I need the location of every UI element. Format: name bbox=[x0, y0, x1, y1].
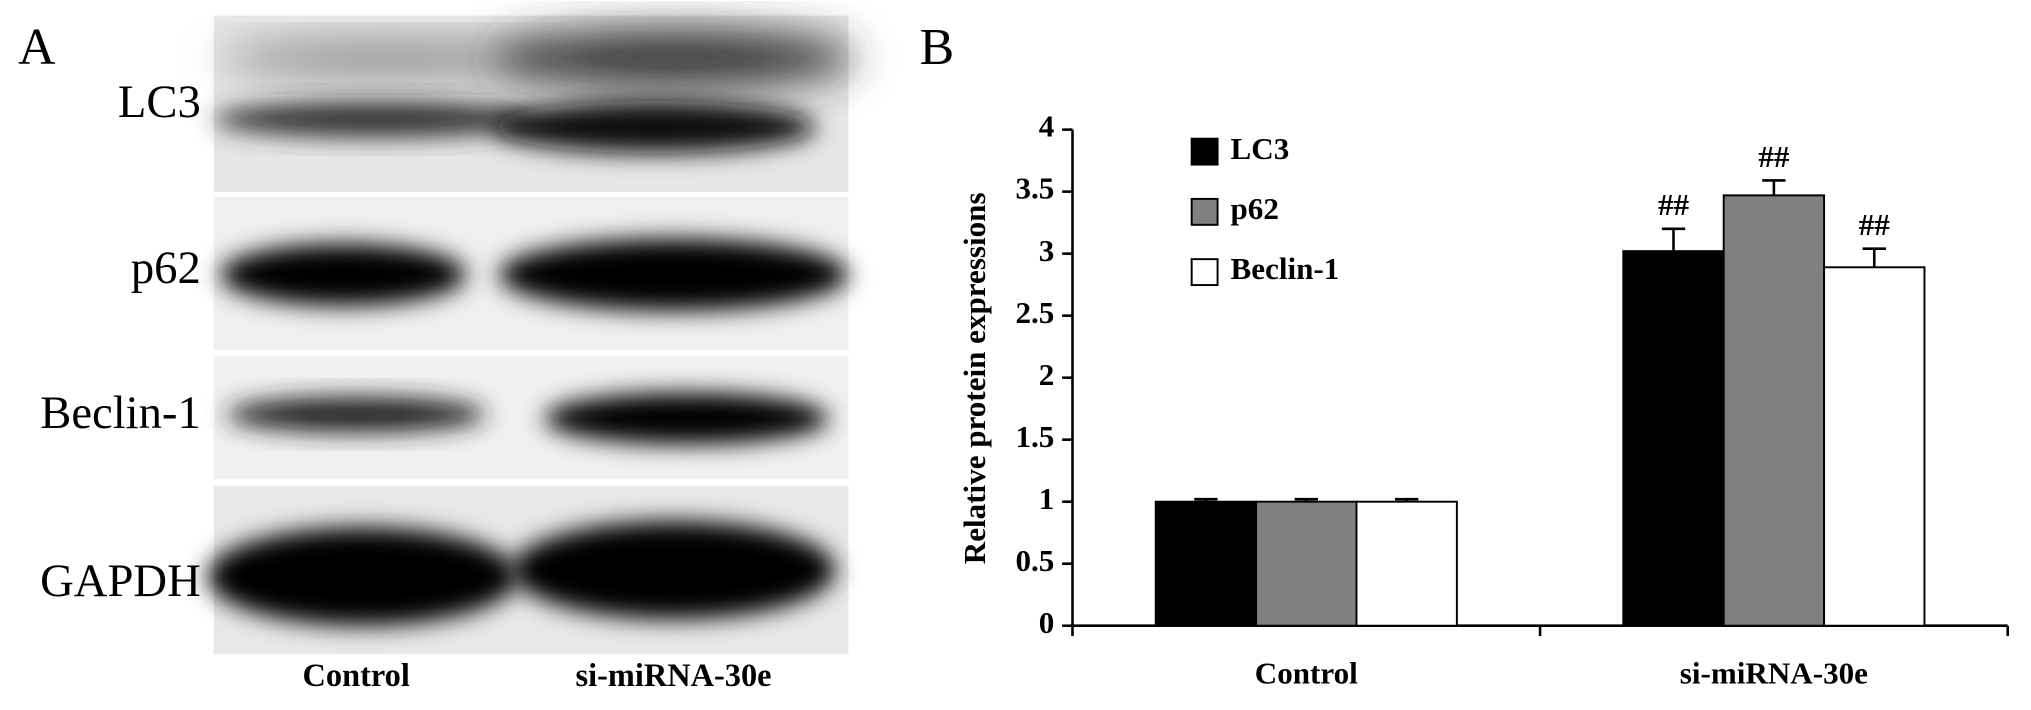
significance-label: ## bbox=[1758, 139, 1790, 174]
y-tick-label: 4 bbox=[1039, 109, 1055, 144]
y-tick-label: 0.5 bbox=[1015, 543, 1054, 578]
legend-swatch bbox=[1190, 258, 1219, 287]
error-bar bbox=[1661, 227, 1686, 252]
error-bar bbox=[1762, 179, 1786, 196]
blot-lane-label: si-miRNA-30e bbox=[576, 658, 772, 694]
x-tick-label: Control bbox=[1255, 655, 1358, 690]
y-axis-title: Relative protein expressions bbox=[957, 192, 992, 564]
y-tick-label: 0 bbox=[1039, 605, 1055, 640]
error-bar bbox=[1294, 497, 1318, 502]
bar bbox=[1823, 266, 1926, 627]
blot-row-label: LC3 bbox=[118, 76, 201, 128]
bar bbox=[1255, 500, 1358, 627]
legend-swatch bbox=[1190, 197, 1219, 226]
blot bbox=[207, 15, 855, 655]
panel-label: B bbox=[920, 19, 955, 76]
y-tick-label: 3 bbox=[1039, 233, 1055, 268]
blot-row-label: GAPDH bbox=[40, 555, 201, 607]
y-tick-label: 1.5 bbox=[1015, 419, 1054, 454]
legend-label: Beclin-1 bbox=[1231, 251, 1340, 286]
legend-swatch bbox=[1190, 137, 1219, 166]
bar bbox=[1154, 500, 1258, 627]
legend-label: LC3 bbox=[1231, 131, 1290, 166]
x-tick-label: si-miRNA-30e bbox=[1680, 655, 1868, 690]
significance-label: ## bbox=[1658, 187, 1690, 222]
error-bar bbox=[1194, 497, 1218, 502]
significance-label: ## bbox=[1859, 207, 1891, 242]
panel-label: A bbox=[18, 19, 56, 76]
error-bar bbox=[1862, 247, 1886, 268]
y-tick-label: 3.5 bbox=[1015, 171, 1054, 206]
bar bbox=[1622, 250, 1725, 627]
y-tick-label: 1 bbox=[1039, 481, 1055, 516]
y-tick-label: 2 bbox=[1039, 357, 1055, 392]
bar bbox=[1355, 500, 1458, 627]
legend-label: p62 bbox=[1231, 191, 1279, 226]
blot-row-label: p62 bbox=[131, 242, 201, 294]
blot-row-label: Beclin-1 bbox=[40, 387, 201, 439]
y-tick-label: 2.5 bbox=[1015, 295, 1054, 330]
blot-lane-label: Control bbox=[303, 658, 410, 694]
bar bbox=[1722, 194, 1826, 627]
error-bar bbox=[1395, 497, 1419, 502]
